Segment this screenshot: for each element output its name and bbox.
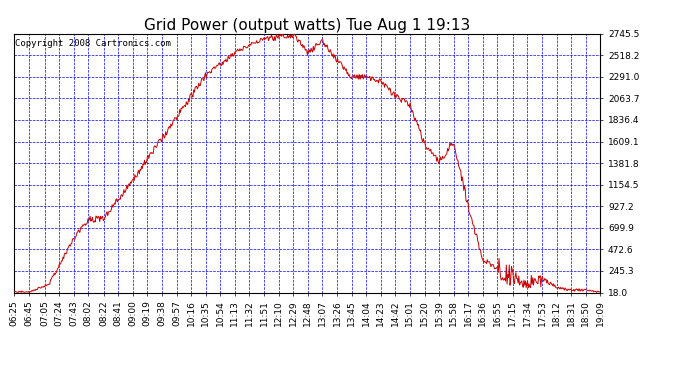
Text: Copyright 2008 Cartronics.com: Copyright 2008 Cartronics.com (15, 39, 171, 48)
Title: Grid Power (output watts) Tue Aug 1 19:13: Grid Power (output watts) Tue Aug 1 19:1… (144, 18, 470, 33)
